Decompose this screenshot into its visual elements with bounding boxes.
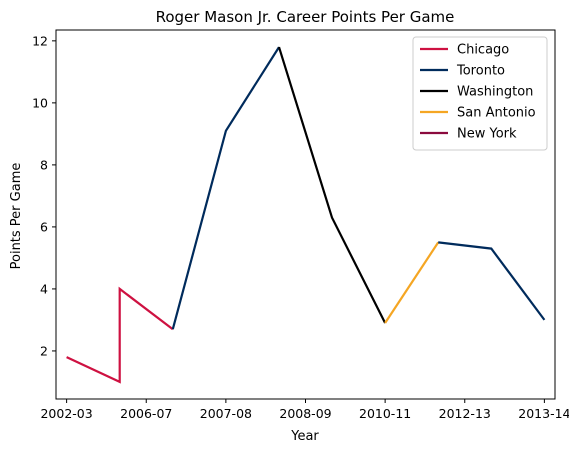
- series-line-1: [173, 47, 279, 329]
- legend-label-4: New York: [457, 127, 517, 142]
- x-tick-label-5: 2012-13: [439, 406, 491, 421]
- y-tick-label-2: 6: [40, 219, 48, 234]
- legend-label-1: Toronto: [456, 64, 505, 79]
- series-line-3: [385, 242, 438, 323]
- x-tick-label-4: 2010-11: [359, 406, 411, 421]
- x-tick-label-1: 2006-07: [120, 406, 172, 421]
- series-line-0: [67, 289, 173, 382]
- x-tick-label-6: 2013-14: [518, 406, 569, 421]
- y-axis-label: Points Per Game: [9, 163, 24, 270]
- legend-label-2: Washington: [457, 85, 533, 100]
- series-line-2: [279, 47, 385, 323]
- y-tick-label-4: 10: [32, 95, 48, 110]
- legend-label-0: Chicago: [457, 43, 509, 58]
- legend: Chicago Toronto Washington San Antonio New Y…: [413, 37, 547, 150]
- legend-label-3: San Antonio: [457, 106, 536, 121]
- y-tick-label-0: 2: [40, 343, 48, 358]
- y-tick-label-1: 4: [40, 281, 48, 296]
- y-tick-label-5: 12: [32, 33, 48, 48]
- y-tick-label-3: 8: [40, 157, 48, 172]
- series-line-4: [438, 242, 544, 320]
- x-axis-label: Year: [290, 429, 319, 444]
- chart-title: Roger Mason Jr. Career Points Per Game: [156, 8, 455, 26]
- x-tick-label-3: 2008-09: [279, 406, 331, 421]
- x-tick-label-2: 2007-08: [200, 406, 252, 421]
- x-tick-label-0: 2002-03: [40, 406, 92, 421]
